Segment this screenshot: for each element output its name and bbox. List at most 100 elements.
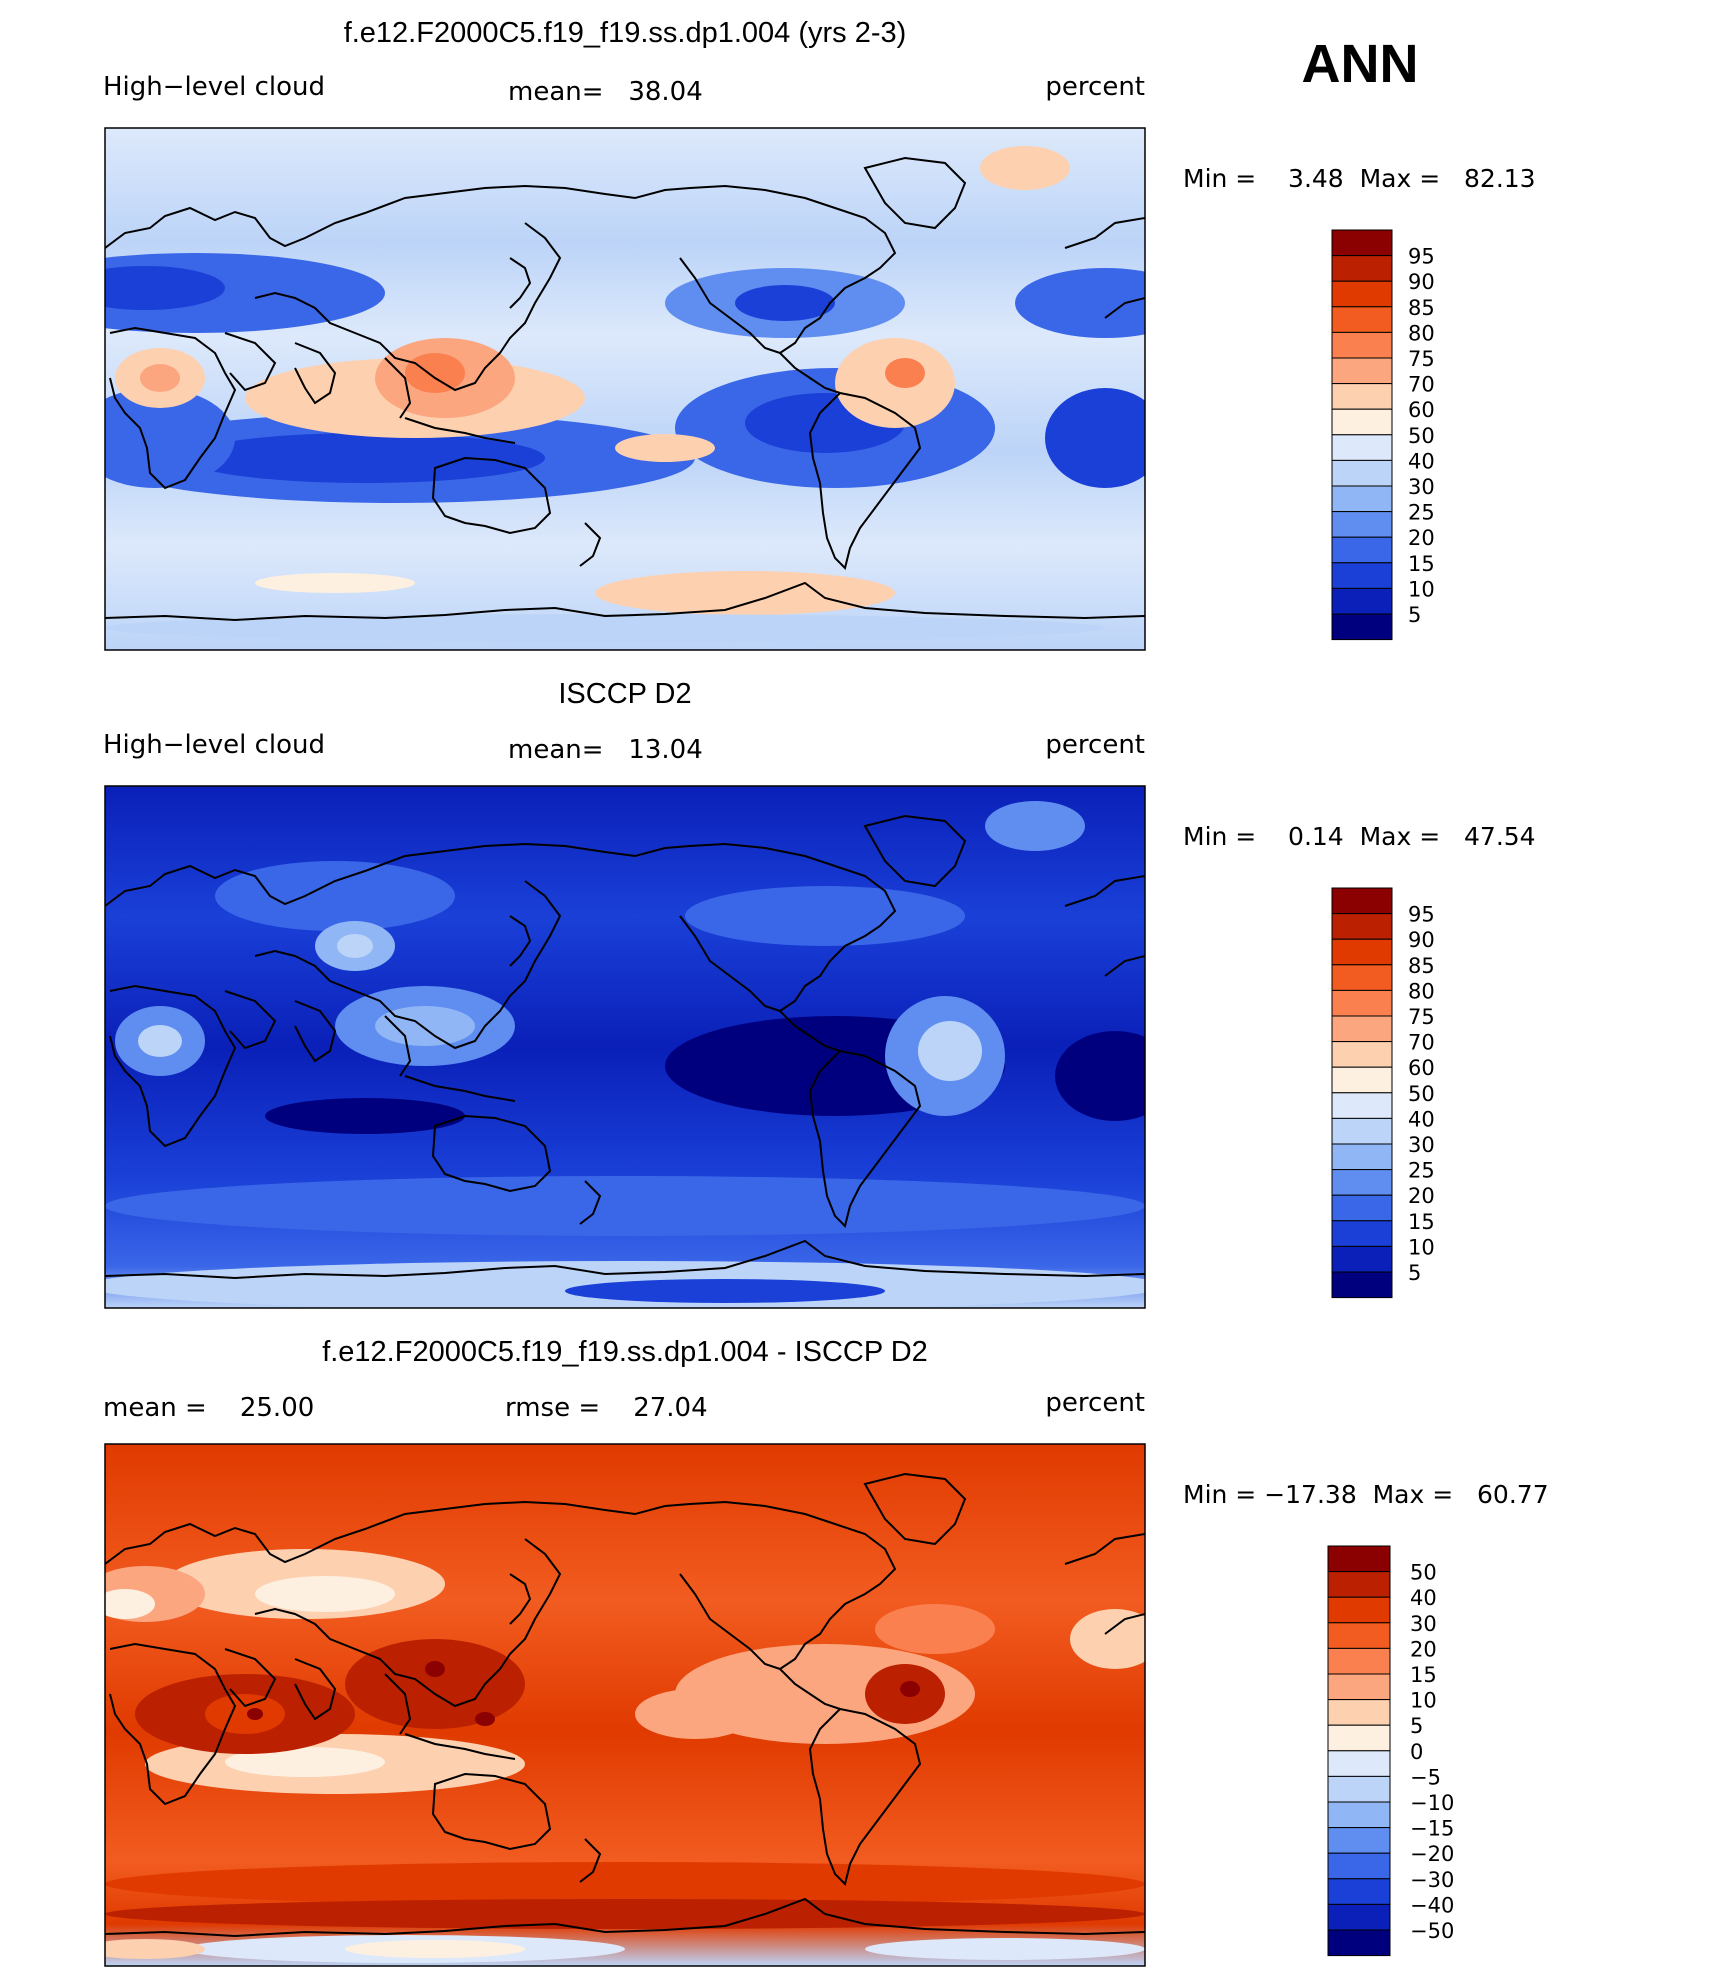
panel-3-units-label: percent — [1045, 1388, 1145, 1418]
colorbar-tick-label: 75 — [1408, 347, 1435, 371]
colorbar-tick-label: −5 — [1410, 1765, 1441, 1789]
colorbar-box — [1331, 1117, 1393, 1145]
panel-3-map — [105, 1444, 1145, 1966]
colorbar-tick-label: 5 — [1408, 1261, 1421, 1285]
colorbar-tick-label: −10 — [1410, 1791, 1454, 1815]
colorbar-box — [1331, 613, 1393, 641]
colorbar-tick-label: 10 — [1410, 1689, 1437, 1713]
colorbar-box — [1331, 459, 1393, 487]
colorbar-box — [1331, 1271, 1393, 1299]
colorbar-tick-label: 80 — [1408, 979, 1435, 1003]
colorbar-tick-label: 70 — [1408, 1031, 1435, 1055]
colorbar-tick-label: 85 — [1408, 296, 1435, 320]
colorbar-box — [1327, 1929, 1391, 1957]
colorbar-box — [1327, 1852, 1391, 1880]
colorbar-box — [1331, 306, 1393, 333]
colorbar-tick-label: −20 — [1410, 1842, 1454, 1866]
colorbar-box — [1331, 485, 1393, 513]
panel-2-minmax: Min = 0.14 Max = 47.54 — [1183, 822, 1536, 851]
colorbar-tick-label: 95 — [1408, 245, 1435, 269]
colorbar-tick-label: 50 — [1410, 1561, 1437, 1585]
colorbar-box — [1331, 1015, 1393, 1043]
colorbar-box — [1331, 964, 1393, 991]
panel-3: f.e12.F2000C5.f19_f19.ss.dp1.004 - ISCCP… — [103, 1336, 1549, 1967]
colorbar-tick-label: 20 — [1408, 1184, 1435, 1208]
colorbar-box — [1331, 1041, 1393, 1068]
panel-2-mean-label: mean= 13.04 — [508, 735, 703, 765]
colorbar-tick-label: 20 — [1410, 1637, 1437, 1661]
colorbar-tick-label: 40 — [1408, 1107, 1435, 1131]
panel-2: ISCCP D2 High−level cloud mean= 13.04 pe… — [103, 678, 1536, 1309]
season-label: ANN — [1302, 34, 1419, 94]
colorbar-tick-label: 20 — [1408, 526, 1435, 550]
colorbar-tick-label: 95 — [1408, 903, 1435, 927]
colorbar-tick-label: 85 — [1408, 954, 1435, 978]
panel-2-title: ISCCP D2 — [558, 678, 691, 710]
panel-2-units-label: percent — [1045, 730, 1145, 760]
panel-2-frame — [104, 785, 1146, 1309]
colorbar-box — [1331, 1220, 1393, 1247]
colorbar-box — [1327, 1571, 1391, 1598]
panel-1-units-label: percent — [1045, 72, 1145, 102]
colorbar-box — [1331, 383, 1393, 410]
colorbar-box — [1327, 1622, 1391, 1649]
colorbar-box — [1331, 408, 1393, 436]
panel-3-title: f.e12.F2000C5.f19_f19.ss.dp1.004 - ISCCP… — [322, 1336, 928, 1368]
colorbar-tick-label: 50 — [1408, 424, 1435, 448]
colorbar-tick-label: 5 — [1410, 1714, 1423, 1738]
colorbar-box — [1327, 1647, 1391, 1675]
colorbar-tick-label: 50 — [1408, 1082, 1435, 1106]
colorbar-tick-label: 10 — [1408, 577, 1435, 601]
colorbar-box — [1331, 255, 1393, 282]
colorbar-box — [1331, 229, 1393, 257]
colorbar-tick-label: 30 — [1410, 1612, 1437, 1636]
colorbar-box — [1331, 989, 1393, 1017]
colorbar-tick-label: 10 — [1408, 1235, 1435, 1259]
colorbar-tick-label: 60 — [1408, 1056, 1435, 1080]
colorbar-tick-label: 40 — [1408, 449, 1435, 473]
colorbar-tick-label: 25 — [1408, 501, 1435, 525]
colorbar-tick-label: 5 — [1408, 603, 1421, 627]
colorbar-tick-label: −50 — [1410, 1919, 1454, 1943]
colorbar-tick-label: 60 — [1408, 398, 1435, 422]
panel-1-mean-label: mean= 38.04 — [508, 77, 703, 107]
colorbar-tick-label: 30 — [1408, 1133, 1435, 1157]
colorbar-tick-label: 75 — [1408, 1005, 1435, 1029]
panel-1-minmax: Min = 3.48 Max = 82.13 — [1183, 164, 1536, 193]
colorbar-box — [1331, 280, 1393, 308]
colorbar-box — [1331, 1066, 1393, 1094]
colorbar-box — [1331, 357, 1393, 385]
colorbar-tick-label: 80 — [1408, 321, 1435, 345]
colorbar-box — [1331, 1143, 1393, 1171]
colorbar-box — [1327, 1775, 1391, 1803]
colorbar-tick-label: 40 — [1410, 1586, 1437, 1610]
colorbar-box — [1331, 434, 1393, 461]
colorbar-box — [1327, 1878, 1391, 1905]
colorbar-box — [1327, 1724, 1391, 1752]
colorbar-box — [1327, 1673, 1391, 1701]
colorbar-box — [1331, 913, 1393, 940]
colorbar-box — [1327, 1596, 1391, 1624]
panel-1-left-label: High−level cloud — [103, 72, 325, 102]
colorbar-tick-label: 0 — [1410, 1740, 1423, 1764]
colorbar-box — [1331, 562, 1393, 589]
colorbar-box — [1331, 587, 1393, 615]
colorbar-tick-label: 90 — [1408, 270, 1435, 294]
colorbar-box — [1331, 1194, 1393, 1222]
colorbar-box — [1331, 1092, 1393, 1119]
colorbar-box — [1327, 1750, 1391, 1777]
colorbar-tick-label: 15 — [1410, 1663, 1437, 1687]
colorbar-box — [1331, 511, 1393, 538]
panel-3-frame — [104, 1443, 1146, 1967]
panel-3-rmse-label: rmse = 27.04 — [505, 1393, 708, 1423]
colorbar-box — [1331, 887, 1393, 915]
panel-3-minmax: Min = −17.38 Max = 60.77 — [1183, 1480, 1549, 1509]
colorbar-box — [1331, 536, 1393, 564]
colorbar-box — [1331, 1169, 1393, 1196]
colorbar-box — [1327, 1801, 1391, 1829]
colorbar-box — [1327, 1827, 1391, 1854]
